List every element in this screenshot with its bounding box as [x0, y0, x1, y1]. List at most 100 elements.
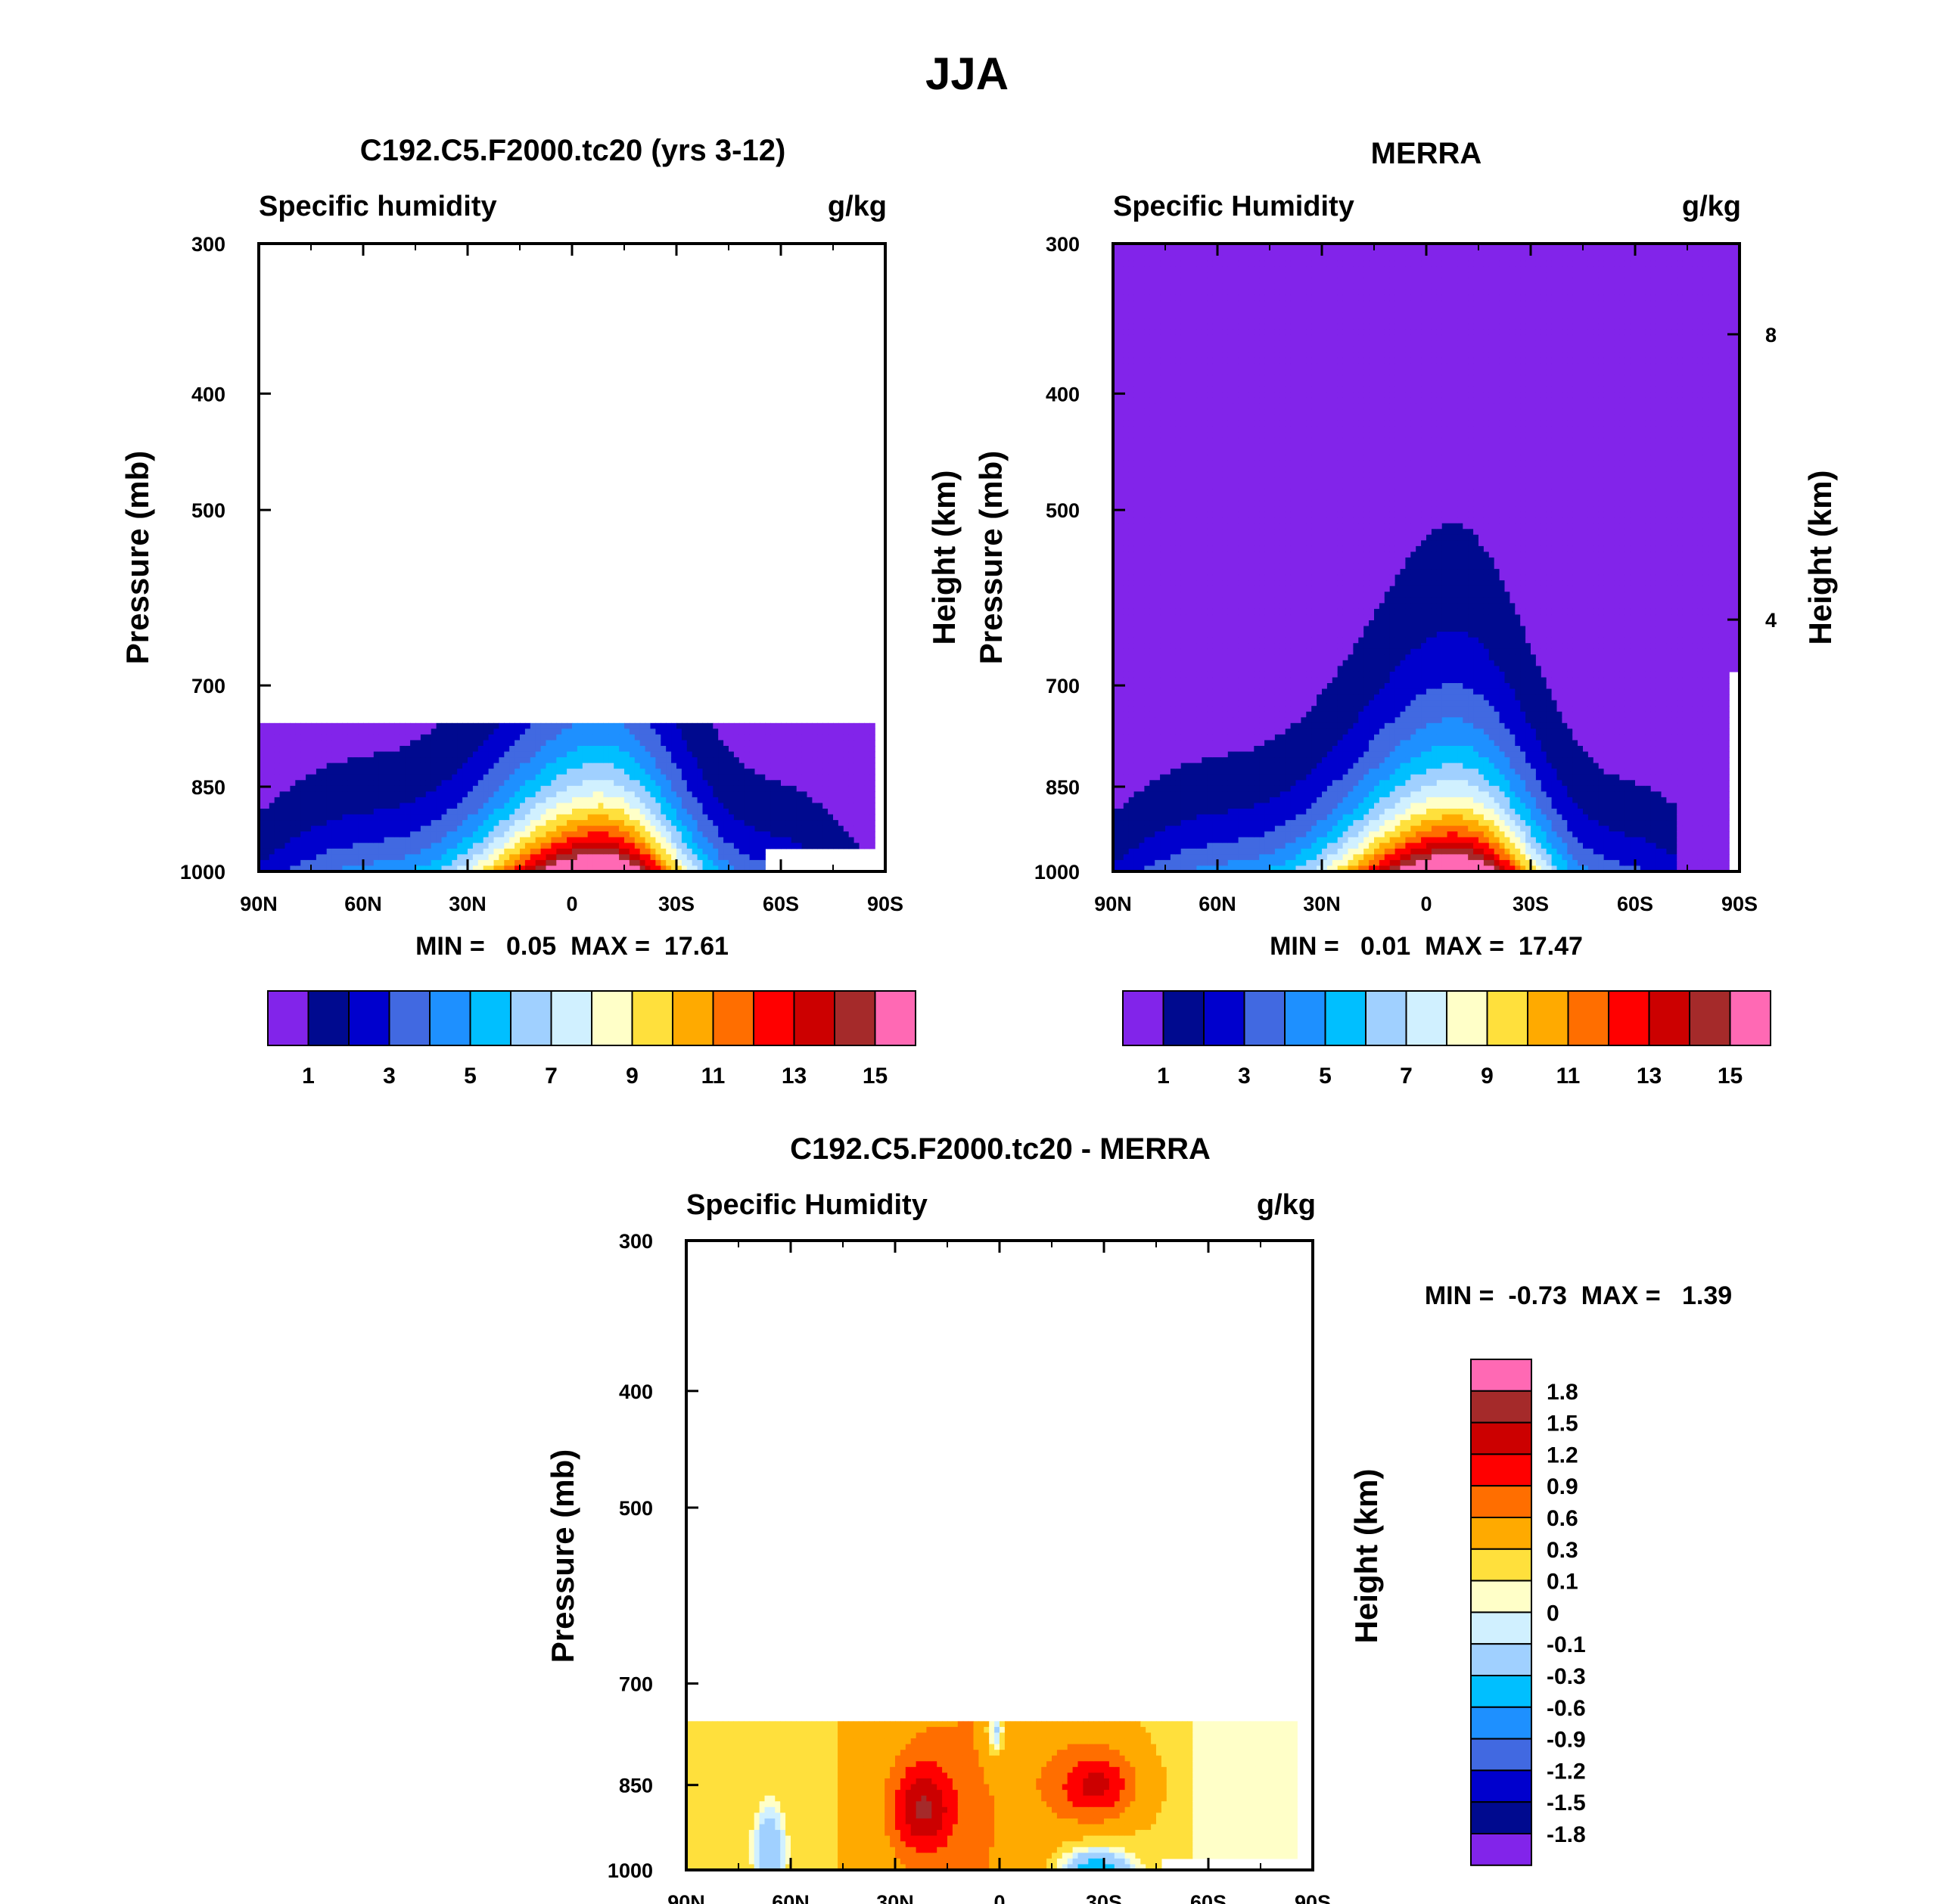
contour-cell — [686, 734, 693, 741]
contour-cell — [504, 820, 510, 827]
contour-cell — [791, 837, 797, 843]
contour-cell — [765, 820, 771, 827]
contour-cell — [420, 791, 427, 798]
contour-cell — [817, 825, 823, 832]
contour-cell — [567, 769, 573, 775]
contour-cell — [1180, 415, 1187, 421]
contour-cell — [1170, 785, 1177, 792]
contour-cell — [1196, 408, 1202, 415]
contour-cell — [1170, 814, 1177, 821]
contour-cell — [702, 728, 708, 735]
contour-cell — [524, 740, 531, 747]
contour-cell — [269, 785, 275, 792]
contour-cell — [1128, 477, 1135, 484]
contour-cell — [405, 740, 411, 747]
contour-cell — [561, 734, 567, 741]
contour-cell — [410, 848, 416, 855]
contour-cell — [634, 746, 641, 753]
contour-cell — [603, 848, 609, 855]
contour-cell — [1128, 774, 1135, 781]
contour-cell — [556, 803, 562, 809]
contour-cell — [1123, 471, 1130, 478]
contour-cell — [1133, 506, 1140, 513]
contour-cell — [1155, 728, 1161, 735]
contour-cell — [1160, 506, 1166, 513]
contour-cell — [1144, 728, 1150, 735]
contour-cell — [1191, 603, 1197, 610]
contour-cell — [1165, 803, 1171, 809]
contour-cell — [1175, 677, 1182, 684]
contour-cell — [499, 814, 505, 821]
contour-cell — [650, 809, 656, 815]
contour-cell — [378, 825, 385, 832]
contour-cell — [843, 734, 850, 741]
contour-cell — [535, 848, 542, 855]
contour-cell — [1160, 769, 1166, 775]
contour-cell — [493, 722, 499, 729]
contour-cell — [1149, 312, 1155, 318]
contour-cell — [1144, 415, 1150, 421]
contour-cell — [1113, 558, 1119, 564]
contour-cell — [760, 791, 766, 798]
contour-cell — [614, 814, 620, 821]
contour-cell — [1155, 278, 1161, 284]
contour-cell — [1202, 574, 1208, 581]
contour-cell — [290, 769, 296, 775]
contour-cell — [1170, 700, 1177, 707]
contour-cell — [1186, 346, 1192, 353]
contour-cell — [822, 780, 829, 787]
contour-cell — [697, 780, 704, 787]
contour-cell — [1128, 632, 1135, 638]
contour-cell — [389, 843, 395, 850]
contour-cell — [619, 751, 625, 758]
contour-cell — [515, 831, 521, 838]
contour-cell — [509, 854, 515, 861]
contour-cell — [358, 728, 364, 735]
contour-cell — [1191, 837, 1197, 843]
contour-cell — [1128, 489, 1135, 495]
contour-cell — [645, 763, 651, 769]
contour-cell — [1170, 620, 1177, 627]
contour-cell — [1113, 734, 1119, 741]
contour-cell — [347, 751, 353, 758]
contour-cell — [300, 843, 306, 850]
contour-cell — [754, 774, 760, 781]
contour-cell — [378, 774, 385, 781]
contour-cell — [770, 746, 776, 753]
contour-cell — [493, 831, 499, 838]
contour-cell — [650, 751, 656, 758]
contour-cell — [1149, 306, 1155, 313]
contour-cell — [1118, 529, 1124, 536]
contour-cell — [1175, 523, 1182, 530]
contour-cell — [483, 774, 490, 781]
contour-cell — [1196, 483, 1202, 490]
contour-cell — [425, 757, 432, 764]
contour-cell — [1170, 751, 1177, 758]
contour-cell — [556, 757, 562, 764]
contour-cell — [515, 740, 521, 747]
contour-cell — [853, 746, 860, 753]
contour-cell — [1133, 854, 1140, 861]
contour-cell — [1123, 592, 1130, 598]
contour-cell — [749, 831, 756, 838]
contour-cell — [415, 774, 421, 781]
contour-cell — [1118, 534, 1124, 541]
contour-cell — [1144, 489, 1150, 495]
contour-cell — [598, 859, 604, 867]
contour-cell — [259, 825, 265, 832]
contour-cell — [1144, 677, 1150, 684]
contour-cell — [681, 859, 688, 867]
contour-cell — [400, 831, 406, 838]
contour-cell — [765, 837, 771, 843]
contour-cell — [1139, 334, 1145, 341]
contour-cell — [472, 763, 479, 769]
contour-cell — [1202, 540, 1208, 547]
contour-cell — [1123, 266, 1130, 273]
contour-cell — [733, 831, 740, 838]
contour-cell — [425, 825, 432, 832]
contour-cell — [614, 865, 620, 871]
contour-cell — [744, 854, 751, 861]
contour-cell — [1175, 592, 1182, 598]
contour-cell — [1160, 334, 1166, 341]
contour-cell — [1128, 769, 1135, 775]
